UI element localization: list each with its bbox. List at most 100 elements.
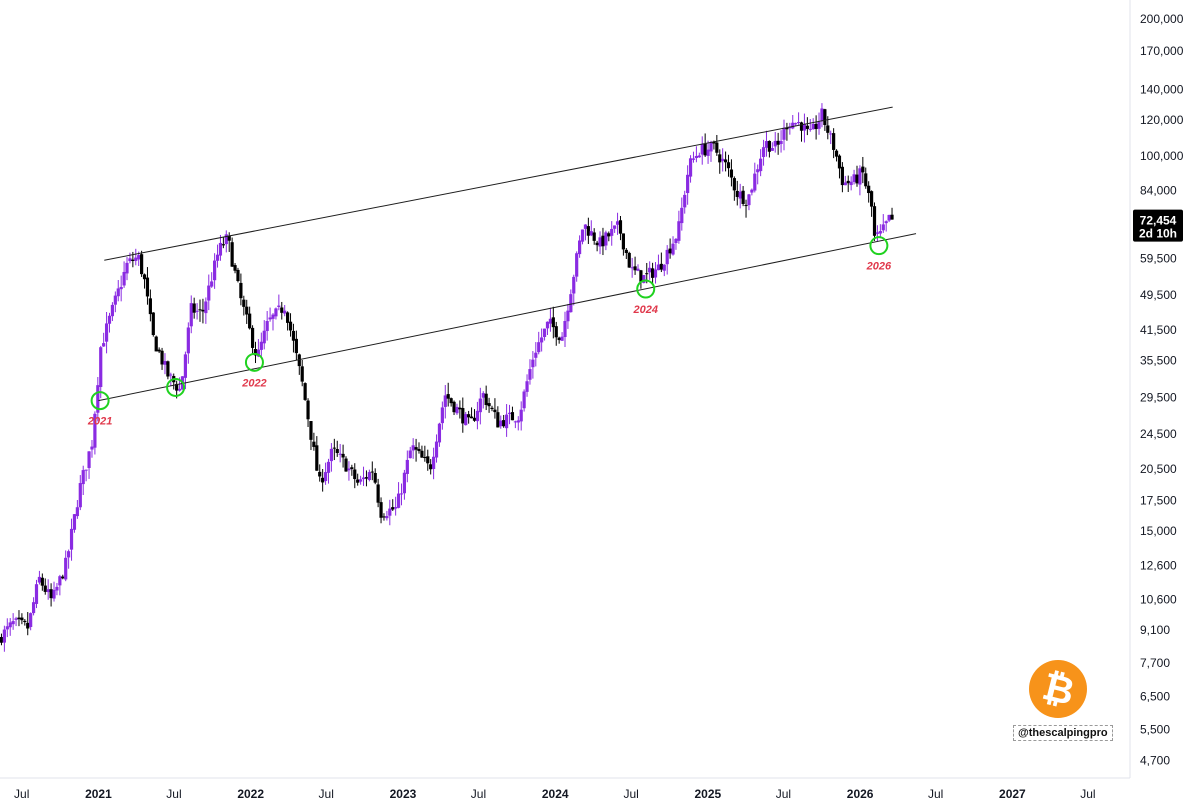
candle [505,404,509,437]
candle [277,294,281,311]
candle [589,220,593,237]
candle [761,139,766,166]
price-tick-label: 29,500 [1140,390,1177,404]
channel-lower-line[interactable] [98,233,917,402]
candle [90,439,94,458]
candle [773,132,777,153]
candle [738,183,742,209]
candle [221,237,225,249]
candle [613,225,617,233]
candle [0,633,4,646]
candle [204,297,208,324]
candle [665,245,669,275]
candle [306,398,310,427]
candle [449,397,453,407]
candle [408,446,412,459]
candle [732,176,736,201]
candle [715,134,719,156]
touch-year-label: 2024 [632,304,657,316]
candle [577,235,582,258]
channel-upper-line[interactable] [104,106,893,261]
candle [265,311,269,341]
candle [78,475,82,511]
candle [560,332,564,341]
candle [119,275,123,302]
price-tick-label: 5,500 [1140,722,1170,736]
candle [242,295,246,316]
candle [37,570,42,585]
candle [107,312,112,333]
candle [96,377,100,422]
candle [872,202,877,241]
candle [688,155,693,183]
price-tick-label: 6,500 [1140,689,1170,703]
candle [834,149,839,162]
time-tick-label: Jul [471,787,486,801]
candle [694,146,698,163]
touch-points-layer: 2021 2022 2024 2026 [87,236,892,428]
candle [729,159,734,187]
candle [522,389,526,412]
candle [414,438,418,462]
candle [706,140,710,164]
candle [630,257,634,278]
candle [580,229,585,245]
candle [437,422,442,447]
candle [385,510,389,521]
candle [61,574,65,580]
candle [753,162,757,193]
last-price-box [1133,209,1183,242]
time-tick-label: Jul [1080,787,1095,801]
candle [236,267,240,283]
price-tick-label: 120,000 [1140,113,1184,127]
candle [662,264,666,277]
candle [239,273,243,306]
candle [359,475,363,485]
time-tick-label: Jul [776,787,791,801]
candle [563,311,567,347]
candle [151,312,155,337]
candle [709,140,713,162]
candle [475,401,480,430]
candle [274,307,278,320]
candle [756,164,760,185]
candle [767,140,771,158]
candle [145,267,150,305]
time-axis: Jul 2021 Jul 2022 Jul 2023 Jul 2024 Jul 2025 Jul 20… [14,787,1096,801]
candle [376,478,380,508]
candle [849,176,853,191]
price-tick-label: 20,500 [1140,462,1177,476]
candle [624,248,628,260]
candle [423,445,427,462]
candle [315,436,319,471]
candle [382,513,386,521]
candle [134,248,138,266]
candle [513,420,517,429]
candle [814,115,818,140]
candle [309,421,313,451]
candle [700,136,704,165]
candle [140,250,144,277]
candle [837,154,842,179]
candle [516,416,520,431]
candle [122,261,126,288]
candle [472,409,477,422]
touch-year-label: 2022 [241,377,266,389]
channel-layer [98,106,917,402]
candle [525,374,529,397]
touch-point-circle [244,352,264,372]
candle [102,332,106,347]
price-tick-label: 7,700 [1140,656,1170,670]
candle [286,311,290,331]
candle [218,234,223,261]
candle [759,149,763,177]
candle [691,151,696,163]
candle [69,518,74,561]
price-tick-label: 100,000 [1140,149,1184,163]
candle [458,400,462,419]
candle [832,128,836,159]
candle [840,162,844,193]
candle [20,613,24,625]
price-axis: 200,000 170,000 140,000 120,000 100,000 84,00… [1140,12,1184,768]
